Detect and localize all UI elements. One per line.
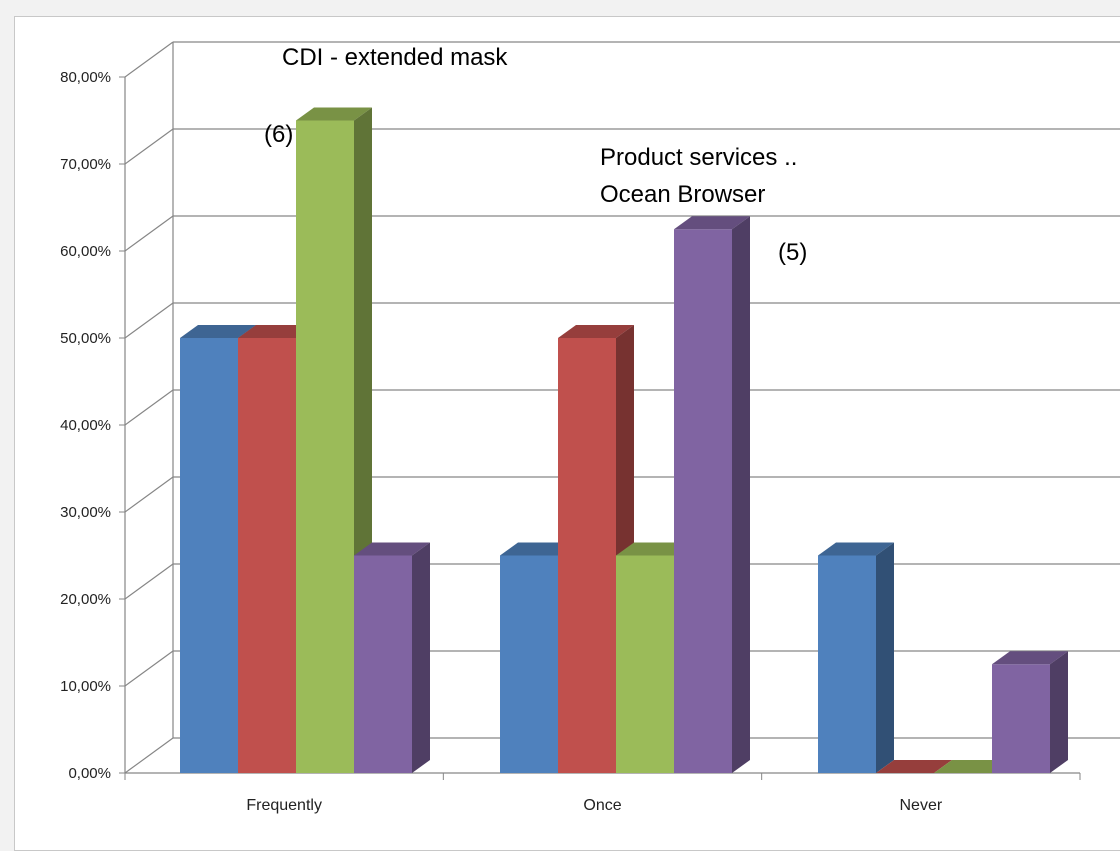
- bar-top: [296, 107, 372, 121]
- bar-top: [558, 325, 634, 338]
- bar-top: [238, 325, 314, 338]
- bar: [354, 555, 412, 773]
- bar-top: [180, 325, 256, 338]
- bar: [296, 120, 354, 773]
- bar-top: [616, 542, 692, 556]
- gridline-diag: [124, 737, 174, 774]
- y-tick-label: 50,00%: [60, 330, 111, 347]
- bar-side: [732, 216, 750, 773]
- gridline-diag: [124, 389, 174, 426]
- bar: [992, 664, 1050, 773]
- bar-top: [354, 542, 430, 556]
- labels: 0,00% 10,00% 20,00% 30,00% 40,00% 50,00% 60,00…: [60, 69, 943, 814]
- bar: [180, 338, 238, 773]
- gridline-diag: [124, 41, 174, 78]
- y-tick-label: 60,00%: [60, 243, 111, 260]
- gridline-diag: [124, 650, 174, 687]
- bar-top: [992, 651, 1068, 665]
- y-tick-label: 80,00%: [60, 69, 111, 86]
- bar-top: [876, 760, 952, 773]
- gridline-diag: [124, 215, 174, 252]
- x-tick-label: Once: [583, 797, 621, 814]
- y-tick-label: 10,00%: [60, 678, 111, 695]
- annotation-product-services: Product services ..: [600, 144, 797, 171]
- annotation-6: (6): [264, 121, 293, 148]
- bar: [616, 555, 674, 773]
- bar-top: [934, 760, 1010, 773]
- bar-top: [500, 542, 576, 556]
- bar-side: [1050, 651, 1068, 773]
- bar: [238, 338, 296, 773]
- annotation-ocean-browser: Ocean Browser: [600, 181, 765, 208]
- bar-side: [876, 542, 894, 773]
- bar-top: [818, 542, 894, 556]
- bars: [180, 107, 1068, 773]
- x-tick-label: Never: [899, 797, 942, 814]
- gridline-diag: [124, 302, 174, 339]
- y-tick-label: 30,00%: [60, 504, 111, 521]
- gridline-diag: [124, 476, 174, 513]
- gridline-diag: [124, 563, 174, 600]
- bar: [500, 555, 558, 773]
- y-tick-label: 0,00%: [68, 765, 111, 782]
- gridline-diag: [124, 128, 174, 165]
- bar: [674, 229, 732, 773]
- x-tick-label: Frequently: [246, 797, 322, 814]
- bar: [818, 555, 876, 773]
- bar-top: [674, 216, 750, 230]
- y-tick-label: 70,00%: [60, 156, 111, 173]
- bar: [558, 338, 616, 773]
- bar-side: [412, 542, 430, 773]
- y-tick-label: 40,00%: [60, 417, 111, 434]
- y-tick-label: 20,00%: [60, 591, 111, 608]
- annotation-5: (5): [778, 239, 807, 266]
- annotation-cdi: CDI - extended mask: [282, 44, 508, 71]
